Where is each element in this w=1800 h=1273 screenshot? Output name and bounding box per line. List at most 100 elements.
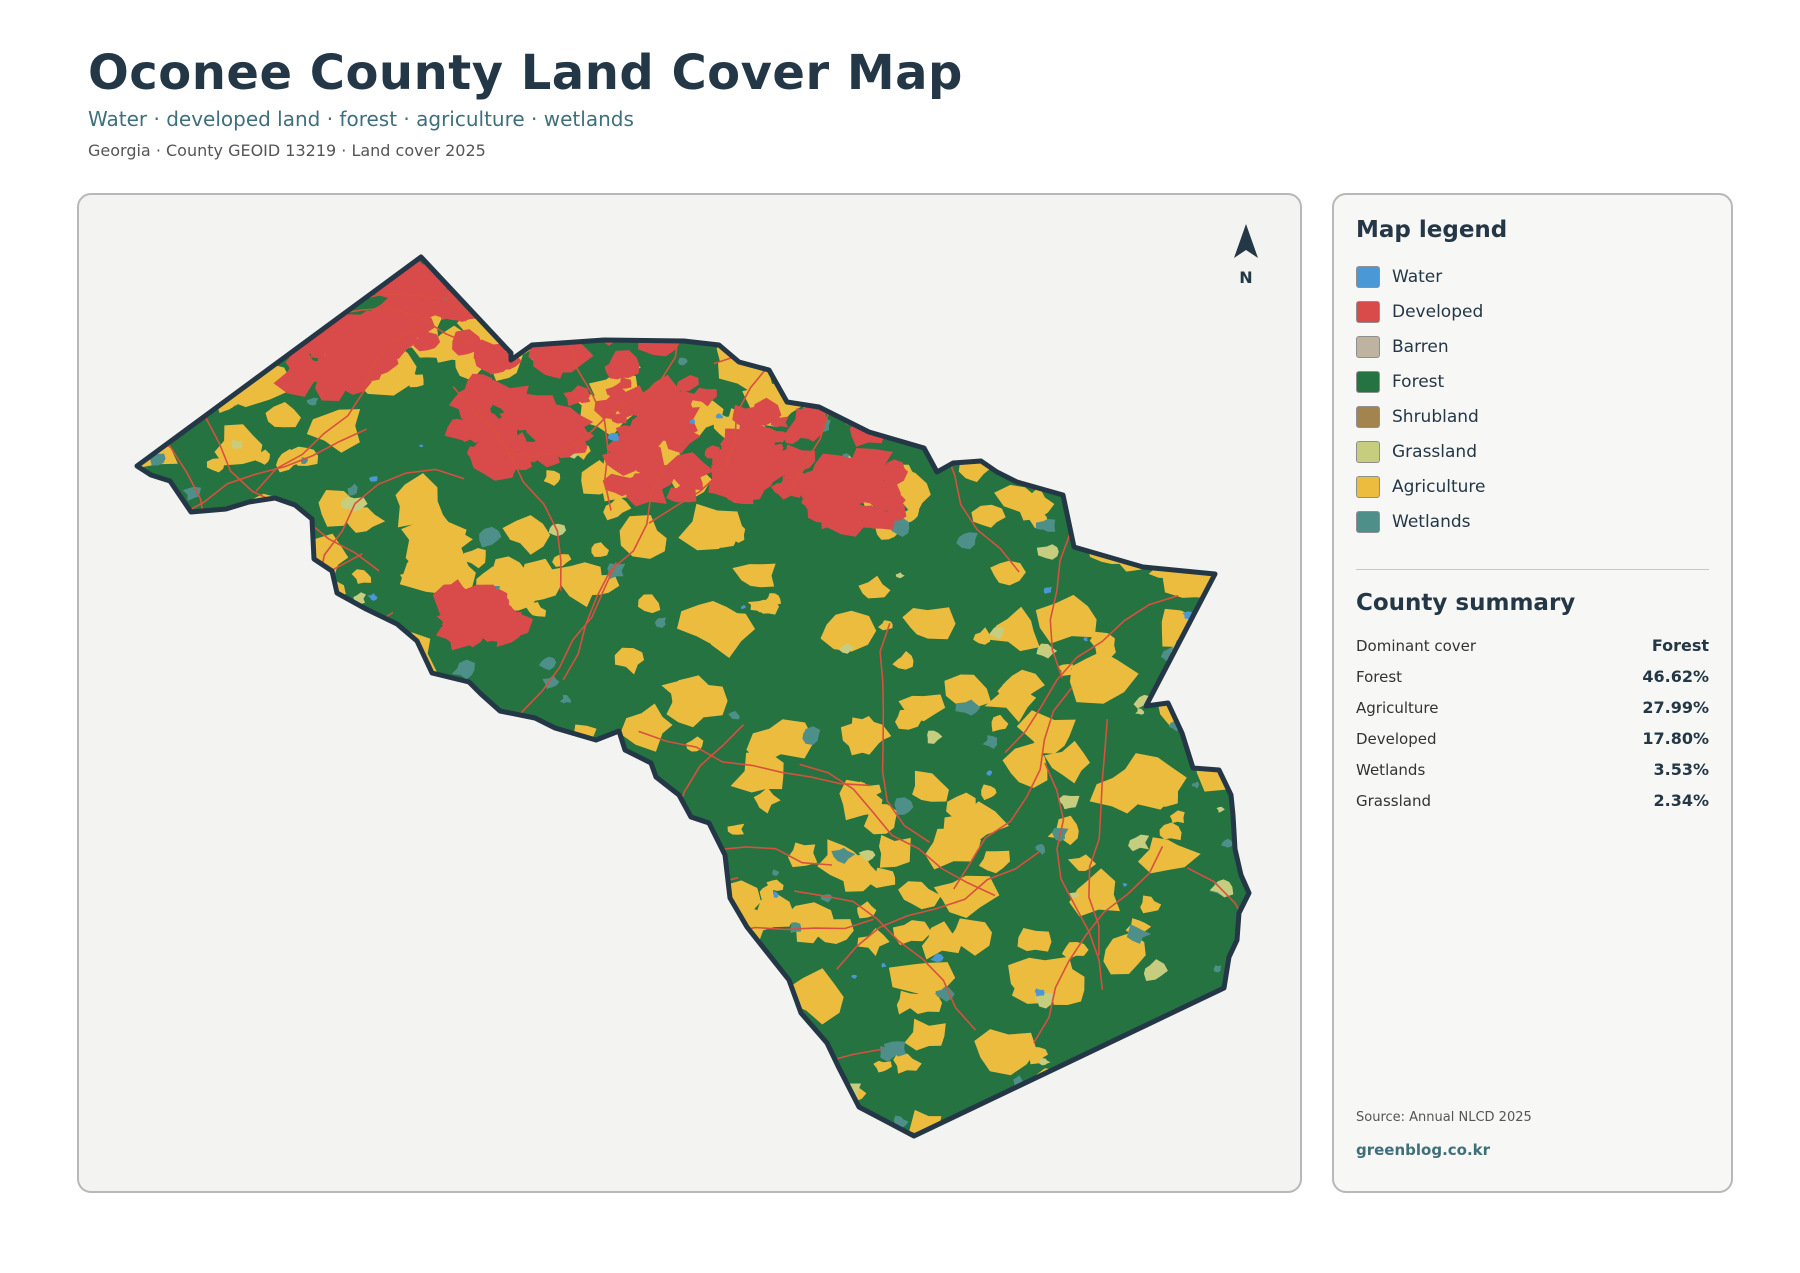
- agriculture-patch: [871, 306, 925, 353]
- grassland-patch: [1110, 261, 1129, 279]
- water-body: [689, 419, 696, 424]
- grassland-patch: [1216, 806, 1225, 813]
- agriculture-patch: [362, 666, 401, 697]
- developed-patch: [629, 407, 665, 437]
- agriculture-patch: [1200, 519, 1249, 575]
- legend-label-barren: Barren: [1392, 336, 1449, 357]
- road-line: [1088, 719, 1109, 956]
- wetland-patch: [1212, 1024, 1236, 1043]
- grassland-patch: [1035, 993, 1054, 1009]
- agriculture-patch: [1205, 291, 1245, 331]
- agriculture-patch: [395, 473, 446, 528]
- county-boundary: [134, 254, 1252, 1139]
- wetland-patch: [1079, 395, 1092, 405]
- agriculture-patch: [1156, 1058, 1179, 1075]
- agriculture-patch: [406, 371, 424, 388]
- wetland-patch: [790, 922, 802, 933]
- agriculture-patch: [472, 271, 498, 287]
- summary-title: County summary: [1356, 590, 1576, 616]
- legend-item-barren: Barren: [1356, 329, 1709, 364]
- legend-swatch-developed: [1356, 300, 1380, 323]
- site-link[interactable]: greenblog.co.kr: [1356, 1141, 1491, 1159]
- agriculture-patch: [1135, 271, 1189, 312]
- road-line: [513, 876, 739, 941]
- grassland-patch: [1135, 708, 1145, 715]
- legend-item-water: Water: [1356, 259, 1709, 294]
- agriculture-patch: [441, 861, 491, 914]
- wetland-patch: [1035, 844, 1046, 855]
- legend-item-wetlands: Wetlands: [1356, 504, 1709, 539]
- agriculture-patch: [1115, 281, 1152, 308]
- agriculture-patch: [484, 951, 541, 999]
- water-body: [218, 599, 224, 603]
- agriculture-patch: [787, 968, 844, 1025]
- panel-divider: [1356, 569, 1709, 570]
- road-line: [1187, 867, 1249, 1040]
- agriculture-patch: [645, 875, 665, 894]
- agriculture-patch: [709, 996, 766, 1044]
- grassland-patch: [568, 303, 585, 319]
- agriculture-patch: [201, 1111, 262, 1136]
- agriculture-patch: [301, 806, 332, 838]
- developed-patch: [338, 267, 376, 293]
- agriculture-patch: [171, 946, 193, 964]
- agriculture-patch: [857, 928, 890, 957]
- agriculture-patch: [372, 778, 417, 813]
- north-label: N: [1239, 268, 1253, 287]
- agriculture-patch: [1043, 257, 1113, 288]
- water-body: [206, 752, 214, 759]
- agriculture-patch: [981, 784, 997, 801]
- agriculture-patch: [619, 515, 667, 559]
- wetland-patch: [654, 617, 667, 628]
- agriculture-patch: [624, 773, 652, 792]
- agriculture-patch: [997, 669, 1045, 706]
- water-body: [715, 413, 723, 419]
- agriculture-patch: [450, 714, 473, 738]
- road-line: [177, 655, 212, 885]
- agriculture-patch: [390, 930, 432, 961]
- agriculture-patch: [661, 675, 718, 710]
- wetland-patch: [1035, 518, 1056, 532]
- wetland-patch: [1080, 1070, 1104, 1090]
- agriculture-patch: [764, 1098, 796, 1127]
- developed-patch: [574, 302, 617, 342]
- agriculture-patch: [1017, 928, 1052, 952]
- wetland-patch: [738, 1093, 765, 1112]
- map-panel[interactable]: [77, 193, 1302, 1193]
- wetland-patch: [855, 357, 875, 374]
- wetland-patch: [678, 357, 688, 366]
- road-line: [530, 882, 663, 1082]
- road-line: [261, 993, 375, 1136]
- agriculture-patch: [458, 788, 479, 804]
- road-line: [548, 761, 589, 995]
- legend-label-agriculture: Agriculture: [1392, 476, 1486, 497]
- agriculture-patch: [1149, 257, 1209, 279]
- summary-row: Wetlands 3.53%: [1356, 754, 1709, 785]
- developed-patch: [826, 505, 873, 537]
- road-line: [1119, 379, 1249, 480]
- wetland-patch: [955, 699, 981, 716]
- agriculture-patch: [1195, 674, 1249, 715]
- agriculture-patch: [1198, 645, 1226, 665]
- agriculture-patch: [741, 268, 771, 293]
- developed-patch: [612, 323, 627, 338]
- road-line: [562, 467, 665, 681]
- agriculture-patch: [734, 1057, 758, 1080]
- agriculture-patch: [892, 651, 914, 670]
- summary-value: 46.62%: [1642, 667, 1709, 686]
- developed-patch: [678, 465, 701, 491]
- wetland-patch: [168, 721, 193, 740]
- agriculture-patch: [753, 787, 781, 814]
- developed-patch: [665, 390, 696, 415]
- agriculture-patch: [291, 1003, 335, 1058]
- county-map[interactable]: [79, 195, 1302, 1193]
- developed-patch: [730, 441, 779, 471]
- grassland-patch: [354, 677, 367, 688]
- developed-patch: [454, 603, 494, 631]
- grassland-patch: [1128, 834, 1150, 852]
- water-body: [607, 432, 619, 441]
- wetland-patch: [550, 261, 577, 278]
- agriculture-patch: [252, 449, 270, 465]
- agriculture-patch: [251, 1031, 287, 1064]
- developed-patch: [676, 375, 699, 392]
